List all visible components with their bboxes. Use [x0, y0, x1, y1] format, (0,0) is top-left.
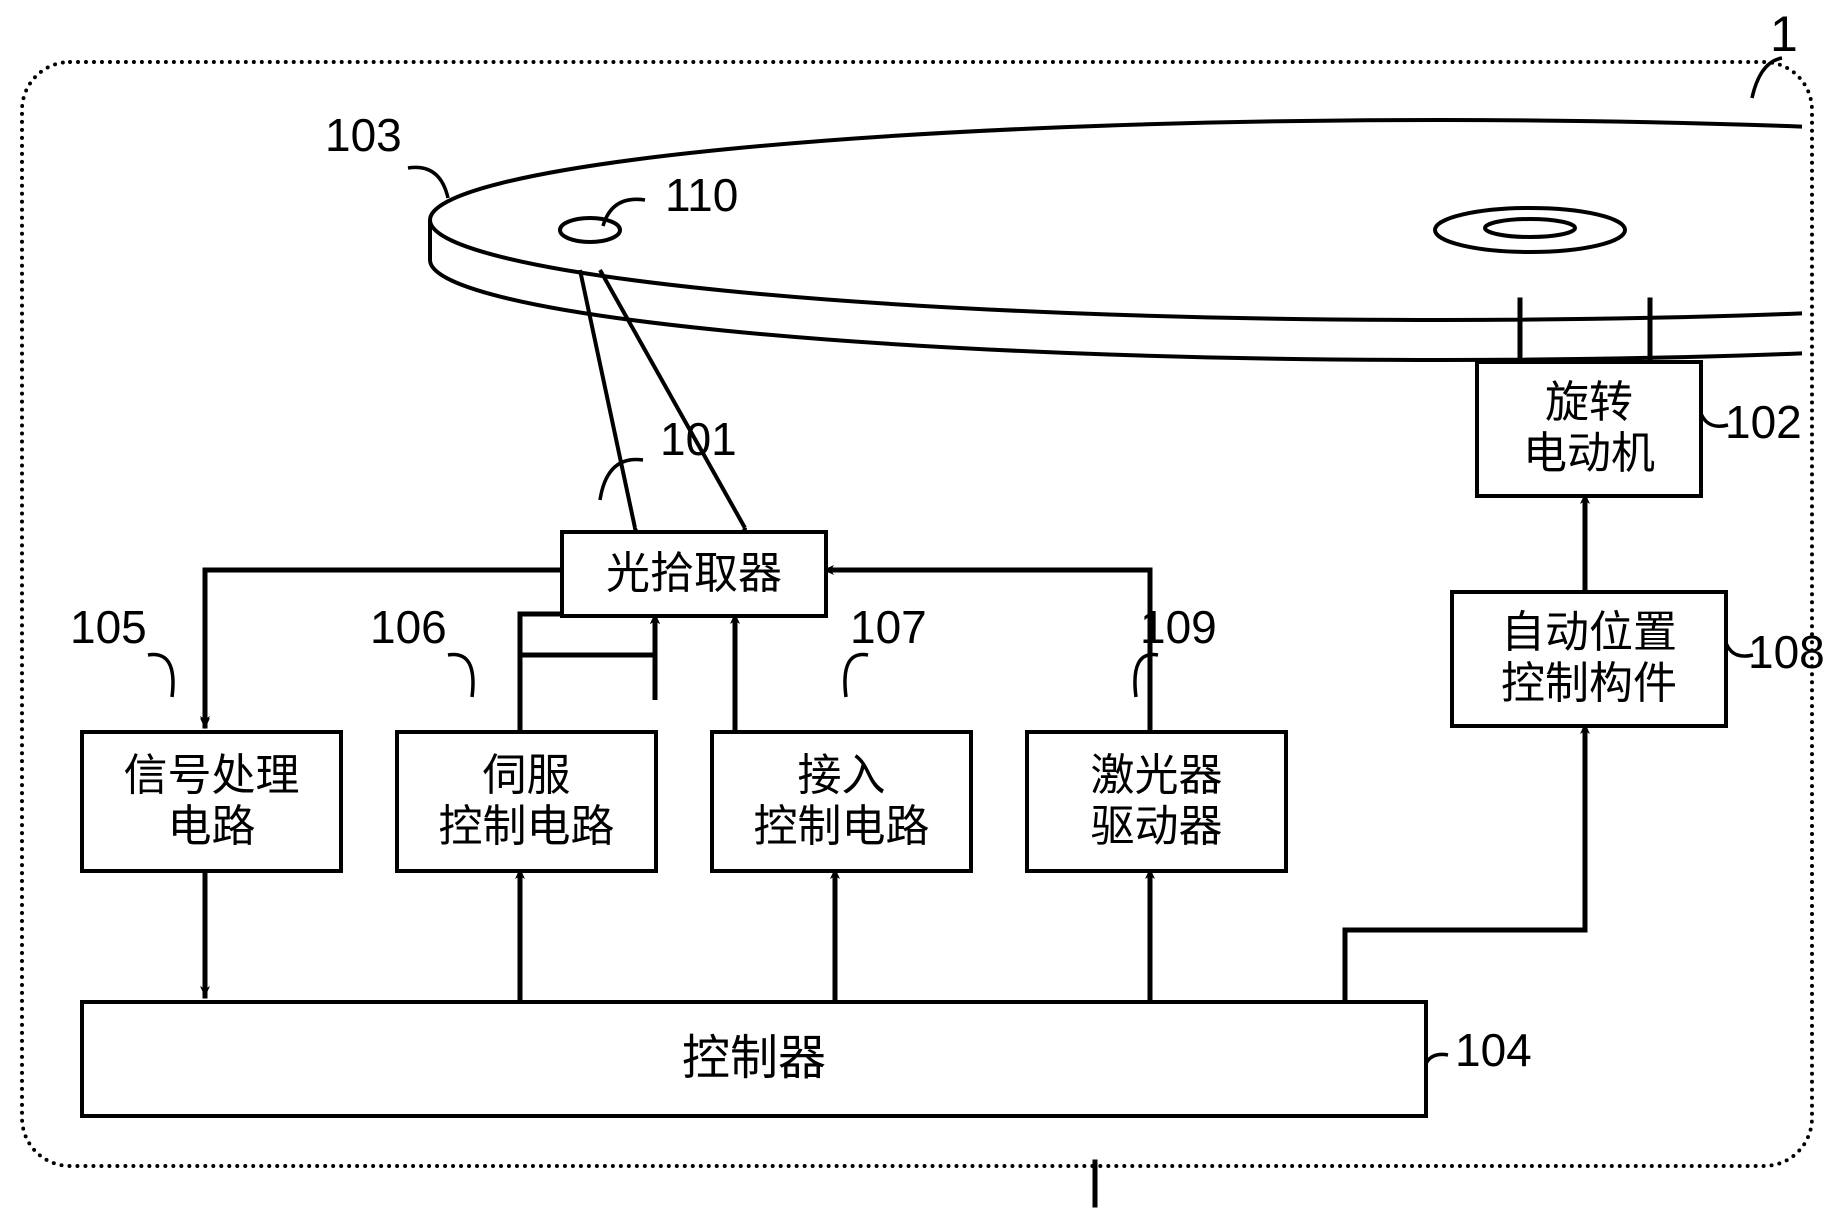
- box-laser: 激光器 驱动器: [1025, 730, 1288, 873]
- box-laser-label: 激光器 驱动器: [1091, 751, 1223, 852]
- label-105: 105: [70, 600, 147, 654]
- box-access-label: 接入 控制电路: [754, 751, 930, 852]
- box-motor-label: 旋转 电动机: [1523, 378, 1655, 479]
- box-apc-label: 自动位置 控制构件: [1501, 608, 1677, 709]
- label-102: 102: [1725, 395, 1802, 449]
- label-110: 110: [665, 168, 738, 222]
- label-109: 109: [1140, 600, 1217, 654]
- label-107: 107: [850, 600, 927, 654]
- box-pickup: 光拾取器: [560, 530, 828, 618]
- label-104: 104: [1455, 1023, 1532, 1077]
- box-sig: 信号处理 电路: [80, 730, 343, 873]
- box-access: 接入 控制电路: [710, 730, 973, 873]
- box-controller-label: 控制器: [682, 1031, 826, 1086]
- box-controller: 控制器: [80, 1000, 1428, 1118]
- box-apc: 自动位置 控制构件: [1450, 590, 1728, 728]
- box-sig-label: 信号处理 电路: [124, 751, 300, 852]
- diagram-canvas: 光拾取器 旋转 电动机 自动位置 控制构件 信号处理 电路 伺服 控制电路 接入…: [0, 0, 1833, 1208]
- label-106: 106: [370, 600, 447, 654]
- box-servo: 伺服 控制电路: [395, 730, 658, 873]
- label-108: 108: [1748, 625, 1825, 679]
- box-motor: 旋转 电动机: [1475, 360, 1703, 498]
- box-servo-label: 伺服 控制电路: [439, 751, 615, 852]
- label-101: 101: [660, 412, 737, 466]
- label-1: 1: [1770, 5, 1798, 63]
- box-pickup-label: 光拾取器: [606, 549, 782, 600]
- label-103: 103: [325, 108, 402, 162]
